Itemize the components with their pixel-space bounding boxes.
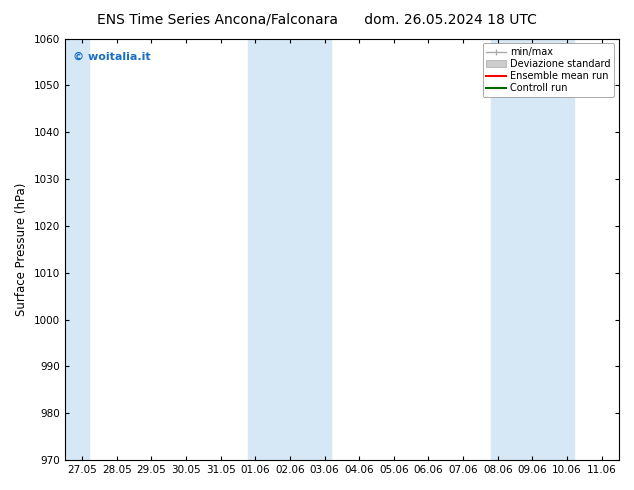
Text: ENS Time Series Ancona/Falconara      dom. 26.05.2024 18 UTC: ENS Time Series Ancona/Falconara dom. 26… [97,12,537,26]
Text: © woitalia.it: © woitalia.it [73,51,151,61]
Legend: min/max, Deviazione standard, Ensemble mean run, Controll run: min/max, Deviazione standard, Ensemble m… [482,44,614,97]
Bar [491,39,574,460]
Bar [249,39,332,460]
Y-axis label: Surface Pressure (hPa): Surface Pressure (hPa) [15,183,28,316]
Bar [65,39,89,460]
